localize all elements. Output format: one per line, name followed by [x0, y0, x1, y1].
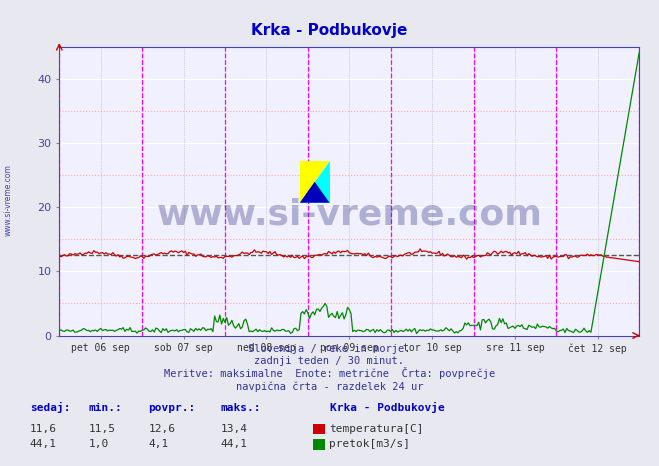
Text: zadnji teden / 30 minut.: zadnji teden / 30 minut.: [254, 356, 405, 366]
Text: 11,6: 11,6: [30, 424, 57, 434]
Text: Meritve: maksimalne  Enote: metrične  Črta: povprečje: Meritve: maksimalne Enote: metrične Črta…: [164, 367, 495, 379]
Text: www.si-vreme.com: www.si-vreme.com: [156, 197, 542, 231]
Text: min.:: min.:: [89, 403, 123, 413]
Text: 44,1: 44,1: [221, 439, 248, 449]
Text: pretok[m3/s]: pretok[m3/s]: [330, 439, 411, 449]
Text: 12,6: 12,6: [148, 424, 175, 434]
Text: 1,0: 1,0: [89, 439, 109, 449]
Text: Slovenija / reke in morje.: Slovenija / reke in morje.: [248, 344, 411, 354]
Text: sedaj:: sedaj:: [30, 402, 70, 413]
Text: 11,5: 11,5: [89, 424, 116, 434]
Text: Krka - Podbukovje: Krka - Podbukovje: [251, 23, 408, 38]
Text: www.si-vreme.com: www.si-vreme.com: [3, 164, 13, 236]
Text: maks.:: maks.:: [221, 403, 261, 413]
Polygon shape: [300, 161, 330, 203]
Polygon shape: [300, 182, 330, 203]
Text: 13,4: 13,4: [221, 424, 248, 434]
Text: Krka - Podbukovje: Krka - Podbukovje: [330, 402, 444, 413]
Text: 4,1: 4,1: [148, 439, 169, 449]
Polygon shape: [300, 161, 330, 203]
Text: navpična črta - razdelek 24 ur: navpična črta - razdelek 24 ur: [236, 381, 423, 391]
Text: temperatura[C]: temperatura[C]: [330, 424, 424, 434]
Text: povpr.:: povpr.:: [148, 403, 196, 413]
Text: 44,1: 44,1: [30, 439, 57, 449]
